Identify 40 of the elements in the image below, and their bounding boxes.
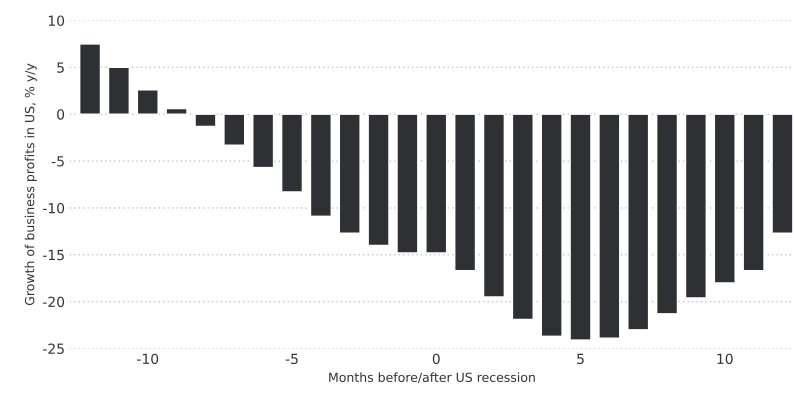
bar — [540, 114, 563, 338]
bar — [310, 114, 332, 218]
bar — [194, 114, 217, 128]
bar — [714, 114, 736, 284]
x-tick-label: -5 — [286, 354, 298, 364]
bar — [108, 66, 130, 115]
y-axis-title: Growth of business profits in US, % y/y — [24, 64, 37, 306]
bar — [482, 114, 506, 298]
x-tick-label: 10 — [717, 354, 733, 364]
y-tick-label: -25 — [43, 343, 64, 354]
bar — [569, 114, 592, 341]
y-tick-label: -10 — [43, 202, 64, 214]
y-tick-label: -20 — [43, 296, 64, 308]
x-axis-title: Months before/after US recession — [329, 372, 535, 384]
bar — [512, 114, 534, 320]
bar — [425, 114, 448, 254]
bar — [656, 114, 678, 315]
bar — [78, 43, 102, 115]
y-tick-label: -5 — [52, 156, 64, 167]
bar — [771, 114, 794, 234]
bar — [454, 114, 476, 272]
bar — [627, 114, 650, 330]
bar — [396, 114, 418, 254]
bar — [223, 114, 246, 146]
y-tick-label: 10 — [48, 15, 64, 26]
x-tick-label: -10 — [137, 354, 158, 364]
bar — [367, 114, 390, 246]
y-tick-label: 0 — [57, 109, 64, 120]
bar — [136, 89, 159, 115]
bar — [598, 114, 620, 339]
y-tick-label: -15 — [43, 250, 64, 260]
bar — [338, 114, 361, 234]
bar — [252, 114, 274, 168]
bar — [684, 114, 707, 299]
x-tick-label: 0 — [432, 354, 440, 364]
bar — [742, 114, 765, 272]
bar — [280, 114, 304, 193]
bar — [166, 108, 188, 115]
x-tick-label: 5 — [577, 354, 584, 364]
y-tick-label: 5 — [57, 62, 64, 73]
